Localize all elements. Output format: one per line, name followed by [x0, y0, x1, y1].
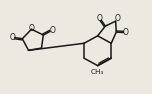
Text: CH₃: CH₃ [91, 69, 104, 75]
Text: O: O [9, 33, 15, 42]
Text: O: O [97, 14, 103, 23]
Text: O: O [50, 26, 55, 35]
Text: O: O [29, 24, 34, 33]
Text: O: O [114, 14, 120, 23]
Text: O: O [123, 28, 129, 37]
